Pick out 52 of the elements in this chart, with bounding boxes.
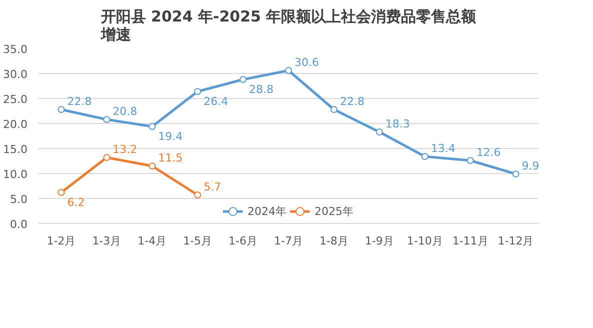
y-tick-label: 10.0: [3, 168, 28, 181]
data-label: 5.7: [204, 180, 222, 194]
x-tick-label: 1-5月: [183, 234, 212, 248]
data-label: 6.2: [67, 196, 85, 209]
x-tick-label: 1-12月: [498, 234, 534, 248]
chart-title: 开阳县 2024 年-2025 年限额以上社会消费品零售总额增速: [100, 8, 478, 44]
data-label: 26.4: [204, 95, 228, 108]
data-label: 19.4: [158, 130, 183, 143]
point: [194, 192, 202, 198]
point: [330, 106, 338, 113]
point: [148, 162, 156, 170]
point: [103, 116, 110, 123]
data-label: 9.9: [522, 160, 540, 172]
point: [58, 189, 65, 196]
x-tick-label: 1-7月: [274, 234, 303, 248]
point: [376, 128, 383, 136]
point: [148, 123, 156, 130]
y-tick-label: 5.0: [10, 193, 28, 206]
data-label: 22.8: [340, 95, 364, 108]
y-tick-label: 35.0: [3, 43, 28, 56]
y-tick-label: 20.0: [3, 118, 28, 131]
x-tick-label: 1-6月: [228, 234, 258, 248]
data-label: 12.6: [476, 146, 501, 159]
data-label: 20.8: [112, 105, 138, 118]
y-tick-label: 25.0: [3, 93, 28, 106]
data-label: 22.8: [67, 95, 92, 108]
point: [58, 106, 65, 113]
data-label: 30.6: [294, 56, 319, 69]
y-tick-label: 15.0: [3, 143, 28, 156]
point: [512, 170, 520, 178]
point: [194, 88, 202, 95]
x-tick-label: 1-9月: [364, 234, 394, 248]
x-tick-label: 1-8月: [319, 234, 348, 248]
data-label: 11.5: [158, 152, 183, 164]
legend-label: 2024年: [248, 204, 286, 218]
y-tick-label: 0.0: [10, 218, 28, 231]
x-tick-label: 1-10月: [406, 234, 443, 248]
x-tick-label: 1-3月: [92, 234, 122, 248]
point: [466, 157, 474, 164]
point: [240, 76, 247, 83]
x-tick-label: 1-2月: [46, 234, 76, 248]
data-label: 28.8: [249, 83, 274, 96]
x-tick-label: 1-4月: [138, 234, 167, 248]
legend-label: 2025年: [314, 204, 354, 218]
x-tick-label: 1-11月: [452, 234, 488, 248]
y-tick-label: 30.0: [3, 68, 28, 81]
point: [285, 67, 292, 74]
data-label: 13.4: [430, 142, 456, 155]
point: [421, 153, 428, 160]
point: [103, 154, 110, 161]
data-label: 18.3: [385, 118, 410, 130]
data-label: 13.2: [112, 143, 138, 156]
